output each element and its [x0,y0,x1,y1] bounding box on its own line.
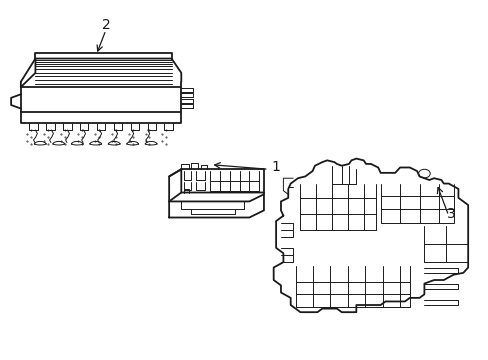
Text: 3: 3 [446,207,455,221]
Text: 2: 2 [102,18,110,32]
Text: 1: 1 [271,161,280,175]
